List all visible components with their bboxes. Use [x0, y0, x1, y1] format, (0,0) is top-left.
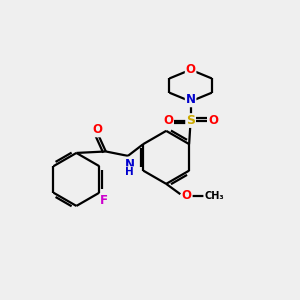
Text: O: O [186, 63, 196, 76]
Text: O: O [92, 124, 102, 136]
Text: N: N [186, 93, 196, 106]
Text: H: H [125, 167, 134, 177]
Text: F: F [100, 194, 108, 207]
Text: N: N [124, 158, 134, 171]
Text: O: O [182, 189, 192, 202]
Text: CH₃: CH₃ [204, 190, 224, 201]
Text: S: S [186, 114, 195, 127]
Text: O: O [208, 114, 218, 127]
Text: O: O [163, 114, 173, 127]
